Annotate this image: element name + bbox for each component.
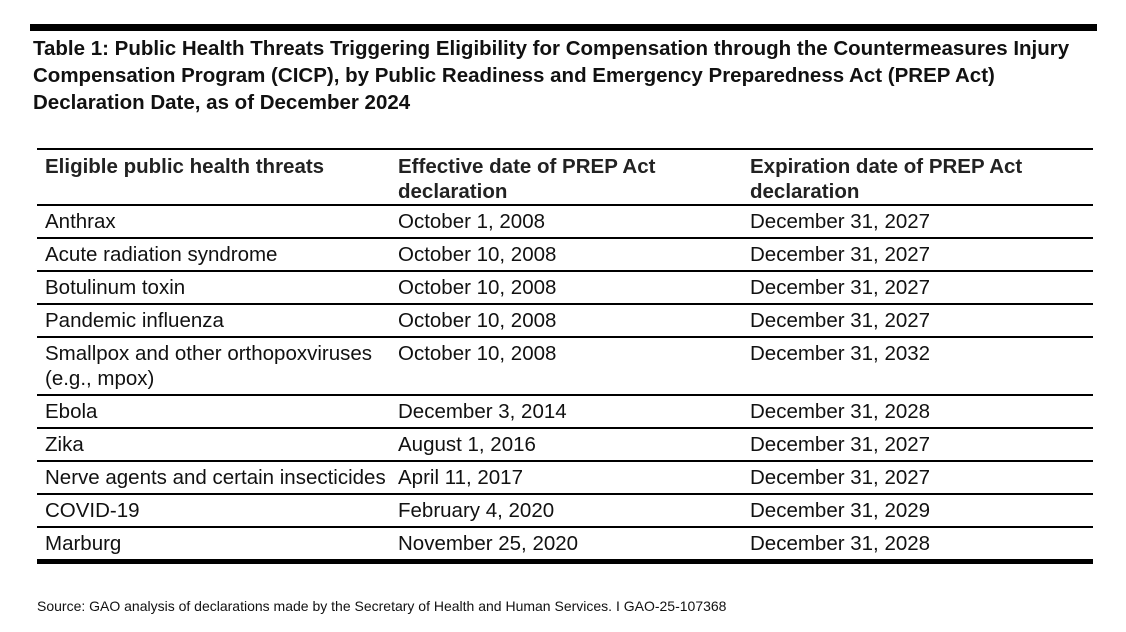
table-cell: Pandemic influenza [45, 309, 224, 332]
threats-table: Eligible public health threats Effective… [37, 148, 1093, 564]
column-header: Expiration date of PREP Act declaration [750, 155, 1023, 203]
table-cell: October 10, 2008 [398, 309, 557, 332]
table-cell: December 31, 2029 [750, 499, 931, 522]
top-rule [30, 24, 1097, 31]
source-note: Source: GAO analysis of declarations mad… [37, 598, 727, 614]
table-cell: October 10, 2008 [398, 243, 557, 266]
table-row: Anthrax October 1, 2008 December 31, 2027 [37, 205, 1093, 238]
table-cell: December 31, 2028 [750, 400, 931, 423]
table-title: Table 1: Public Health Threats Triggerin… [33, 37, 1070, 114]
table-cell: November 25, 2020 [398, 532, 579, 555]
table-row: Ebola December 3, 2014 December 31, 2028 [37, 395, 1093, 428]
table-cell: December 31, 2027 [750, 433, 931, 456]
table-cell: December 31, 2027 [750, 243, 931, 266]
table-cell: December 31, 2027 [750, 210, 931, 233]
column-header: Effective date of PREP Act declaration [398, 155, 656, 203]
table-cell: December 31, 2027 [750, 276, 931, 299]
table-row: Botulinum toxin October 10, 2008 December … [37, 271, 1093, 304]
table-cell: Nerve agents and certain insecticides [45, 466, 386, 489]
table-row: Nerve agents and certain insecticides Apr… [37, 461, 1093, 494]
table-cell: Marburg [45, 532, 122, 555]
table-row: Smallpox and other orthopoxviruses (e.g.… [37, 337, 1093, 395]
table-cell: February 4, 2020 [398, 499, 555, 522]
table-cell: Zika [45, 433, 84, 456]
table-cell: October 10, 2008 [398, 342, 557, 365]
table-cell: October 10, 2008 [398, 276, 557, 299]
table-cell: Acute radiation syndrome [45, 243, 278, 266]
table-cell: October 1, 2008 [398, 210, 546, 233]
table-cell: April 11, 2017 [398, 466, 523, 489]
table-cell: December 31, 2027 [750, 309, 931, 332]
table-cell: December 3, 2014 [398, 400, 567, 423]
table-row: Zika August 1, 2016 December 31, 2027 [37, 428, 1093, 461]
table-cell: Smallpox and other orthopoxviruses (e.g.… [45, 342, 373, 390]
table-cell: December 31, 2027 [750, 466, 931, 489]
table-cell: December 31, 2032 [750, 342, 931, 365]
header-row: Eligible public health threats Effective… [37, 149, 1093, 205]
table-cell: Botulinum toxin [45, 276, 186, 299]
table-row: COVID-19 February 4, 2020 December 31, 202… [37, 494, 1093, 527]
table-cell: COVID-19 [45, 499, 140, 522]
table-row: Acute radiation syndrome October 10, 2008… [37, 238, 1093, 271]
column-header: Eligible public health threats [45, 155, 325, 178]
table-cell: December 31, 2028 [750, 532, 931, 555]
table-cell: August 1, 2016 [398, 433, 536, 456]
table-cell: Ebola [45, 400, 98, 423]
table-row: Marburg November 25, 2020 December 31, 202… [37, 527, 1093, 562]
table-row: Pandemic influenza October 10, 2008 Decemb… [37, 304, 1093, 337]
table-cell: Anthrax [45, 210, 116, 233]
